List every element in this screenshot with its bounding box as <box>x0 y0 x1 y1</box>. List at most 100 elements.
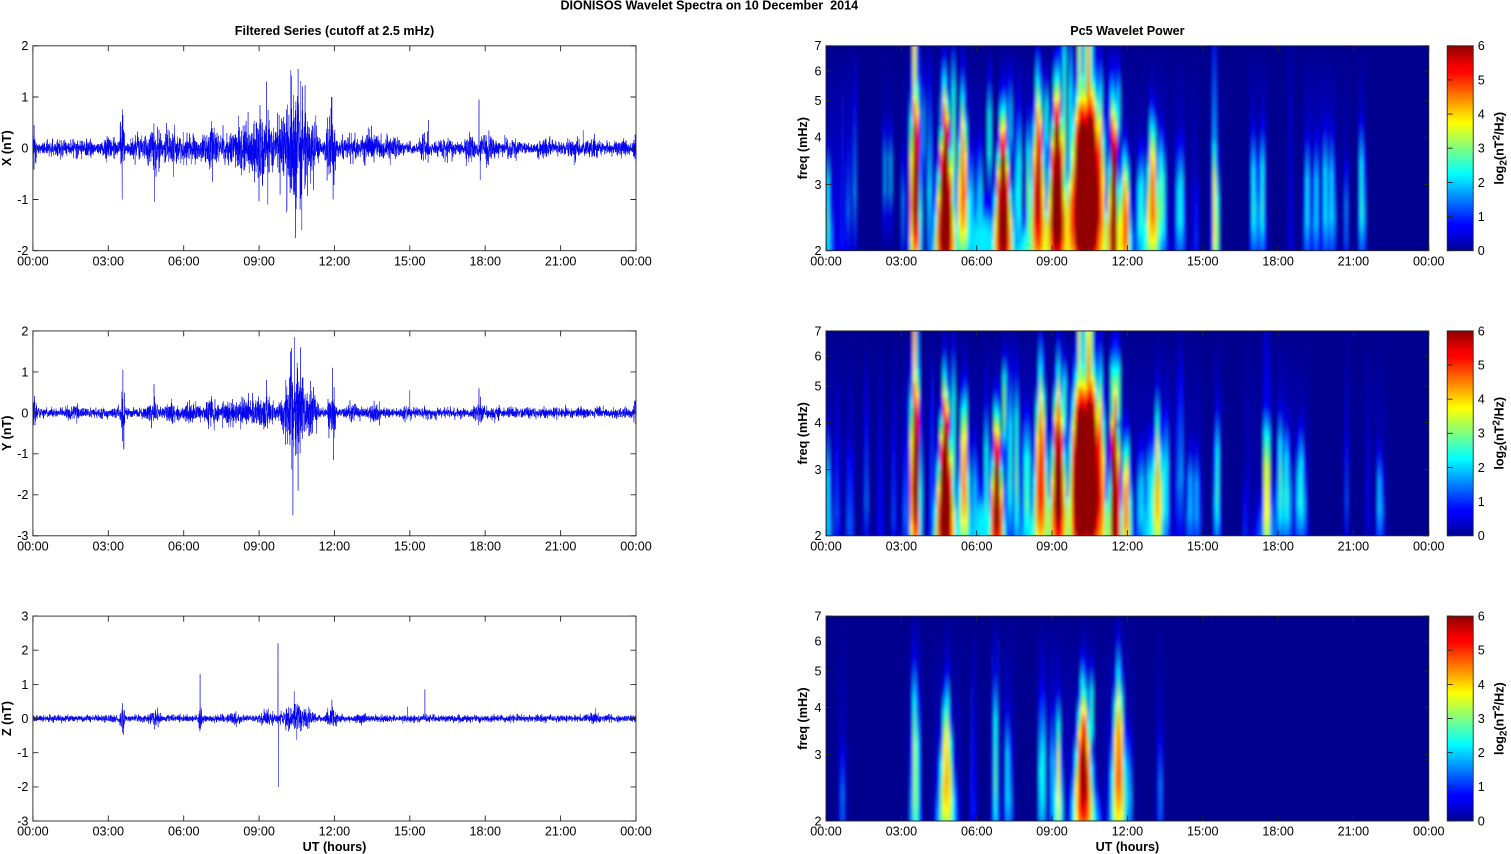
svg-text:Filtered Series (cutoff at 2.5: Filtered Series (cutoff at 2.5 mHz) <box>235 24 434 38</box>
svg-text:06:00: 06:00 <box>168 254 200 268</box>
svg-text:18:00: 18:00 <box>469 254 501 268</box>
svg-text:log2(nT2/Hz): log2(nT2/Hz) <box>1491 112 1509 185</box>
svg-text:18:00: 18:00 <box>1262 825 1294 839</box>
svg-text:1: 1 <box>21 678 28 692</box>
svg-text:12:00: 12:00 <box>1112 825 1144 839</box>
svg-text:1: 1 <box>1478 495 1485 509</box>
svg-text:X (nT): X (nT) <box>0 130 14 166</box>
svg-text:3: 3 <box>814 178 821 192</box>
svg-text:12:00: 12:00 <box>319 825 351 839</box>
svg-text:0: 0 <box>1478 244 1485 258</box>
svg-text:21:00: 21:00 <box>545 825 577 839</box>
svg-text:12:00: 12:00 <box>1112 254 1144 268</box>
svg-text:5: 5 <box>814 379 821 393</box>
svg-text:00:00: 00:00 <box>1413 540 1445 554</box>
svg-text:0: 0 <box>21 142 28 156</box>
svg-text:15:00: 15:00 <box>394 540 426 554</box>
svg-text:4: 4 <box>814 416 821 430</box>
svg-text:15:00: 15:00 <box>1187 254 1219 268</box>
svg-text:2: 2 <box>814 814 821 828</box>
svg-text:UT (hours): UT (hours) <box>1096 840 1160 854</box>
svg-text:2: 2 <box>1478 746 1485 760</box>
svg-text:5: 5 <box>1478 73 1485 87</box>
svg-text:00:00: 00:00 <box>620 540 652 554</box>
svg-text:1: 1 <box>21 90 28 104</box>
svg-text:2: 2 <box>814 529 821 543</box>
svg-text:21:00: 21:00 <box>545 540 577 554</box>
svg-text:09:00: 09:00 <box>243 254 275 268</box>
svg-text:5: 5 <box>814 665 821 679</box>
svg-text:6: 6 <box>1478 324 1485 338</box>
svg-text:2: 2 <box>21 644 28 658</box>
svg-text:0: 0 <box>1478 529 1485 543</box>
svg-text:5: 5 <box>814 94 821 108</box>
svg-text:7: 7 <box>814 39 821 53</box>
svg-text:06:00: 06:00 <box>961 825 993 839</box>
svg-text:freq (mHz): freq (mHz) <box>796 687 810 749</box>
svg-text:4: 4 <box>1478 678 1485 692</box>
svg-text:-2: -2 <box>17 780 28 794</box>
svg-text:18:00: 18:00 <box>469 825 501 839</box>
svg-text:-3: -3 <box>17 529 28 543</box>
svg-text:4: 4 <box>814 131 821 145</box>
svg-text:15:00: 15:00 <box>394 825 426 839</box>
svg-text:4: 4 <box>1478 108 1485 122</box>
svg-text:09:00: 09:00 <box>243 825 275 839</box>
svg-text:03:00: 03:00 <box>886 825 918 839</box>
svg-text:03:00: 03:00 <box>93 540 125 554</box>
svg-text:00:00: 00:00 <box>810 254 842 268</box>
svg-text:12:00: 12:00 <box>319 254 351 268</box>
svg-text:freq (mHz): freq (mHz) <box>796 117 810 179</box>
svg-text:21:00: 21:00 <box>1338 540 1370 554</box>
svg-text:03:00: 03:00 <box>93 825 125 839</box>
svg-text:3: 3 <box>814 463 821 477</box>
svg-text:5: 5 <box>1478 644 1485 658</box>
svg-text:15:00: 15:00 <box>1187 825 1219 839</box>
svg-text:Pc5 Wavelet Power: Pc5 Wavelet Power <box>1070 24 1184 38</box>
svg-text:21:00: 21:00 <box>545 254 577 268</box>
svg-text:2: 2 <box>21 39 28 53</box>
svg-text:1: 1 <box>1478 780 1485 794</box>
svg-text:06:00: 06:00 <box>961 540 993 554</box>
svg-text:18:00: 18:00 <box>1262 540 1294 554</box>
svg-text:15:00: 15:00 <box>1187 540 1219 554</box>
svg-text:18:00: 18:00 <box>1262 254 1294 268</box>
svg-text:00:00: 00:00 <box>1413 825 1445 839</box>
svg-text:Y (nT): Y (nT) <box>0 416 14 451</box>
svg-text:-3: -3 <box>17 814 28 828</box>
svg-text:0: 0 <box>21 406 28 420</box>
svg-text:6: 6 <box>814 64 821 78</box>
svg-text:09:00: 09:00 <box>1036 540 1068 554</box>
svg-text:00:00: 00:00 <box>17 254 49 268</box>
svg-text:DIONISOS Wavelet Spectra on 10: DIONISOS Wavelet Spectra on 10 December … <box>560 0 858 13</box>
svg-text:06:00: 06:00 <box>168 825 200 839</box>
svg-text:2: 2 <box>21 324 28 338</box>
svg-text:6: 6 <box>1478 39 1485 53</box>
svg-text:3: 3 <box>814 748 821 762</box>
svg-text:3: 3 <box>1478 427 1485 441</box>
svg-text:2: 2 <box>814 244 821 258</box>
svg-text:03:00: 03:00 <box>886 254 918 268</box>
svg-text:-2: -2 <box>17 244 28 258</box>
svg-text:09:00: 09:00 <box>1036 825 1068 839</box>
svg-text:03:00: 03:00 <box>93 254 125 268</box>
svg-text:12:00: 12:00 <box>1112 540 1144 554</box>
svg-text:00:00: 00:00 <box>17 825 49 839</box>
svg-text:21:00: 21:00 <box>1338 825 1370 839</box>
svg-text:6: 6 <box>1478 610 1485 624</box>
svg-text:6: 6 <box>814 350 821 364</box>
svg-text:2: 2 <box>1478 176 1485 190</box>
svg-text:00:00: 00:00 <box>17 540 49 554</box>
svg-text:-2: -2 <box>17 488 28 502</box>
svg-text:00:00: 00:00 <box>620 825 652 839</box>
svg-text:freq (mHz): freq (mHz) <box>796 402 810 464</box>
svg-text:log2(nT2/Hz): log2(nT2/Hz) <box>1491 397 1509 470</box>
svg-text:21:00: 21:00 <box>1338 254 1370 268</box>
svg-text:7: 7 <box>814 610 821 624</box>
svg-text:12:00: 12:00 <box>319 540 351 554</box>
svg-text:3: 3 <box>1478 142 1485 156</box>
svg-text:00:00: 00:00 <box>1413 254 1445 268</box>
svg-text:3: 3 <box>21 610 28 624</box>
svg-text:1: 1 <box>1478 210 1485 224</box>
svg-text:00:00: 00:00 <box>810 540 842 554</box>
